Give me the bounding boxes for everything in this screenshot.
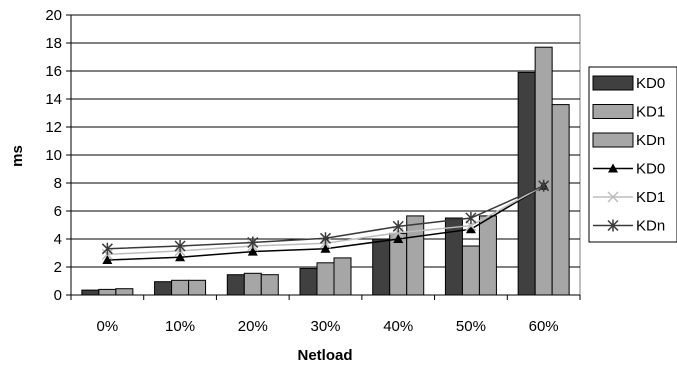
- legend-label: KD0: [636, 75, 665, 92]
- bar: [461, 245, 480, 296]
- y-tick-labels: 0 2 4 6 8 10 12 14 16 18 20: [45, 7, 62, 304]
- y-axis-title: ms: [9, 145, 26, 167]
- legend-swatch: [592, 132, 634, 148]
- legend-box: [588, 66, 677, 243]
- legend-label: KD1: [636, 189, 665, 206]
- line-series: [101, 179, 550, 264]
- y-tick-label: 16: [45, 63, 62, 80]
- x-tick-label: 60%: [529, 318, 559, 335]
- legend-swatch: [592, 75, 634, 91]
- marker: [102, 255, 113, 264]
- marker: [538, 179, 550, 192]
- bar: [299, 267, 318, 296]
- y-tick-label: 6: [54, 203, 62, 220]
- marker: [175, 252, 186, 262]
- bar: [406, 215, 425, 296]
- bar: [478, 215, 497, 296]
- bar: [372, 238, 391, 296]
- x-tick-label: 50%: [456, 318, 486, 335]
- y-tick-label: 14: [45, 91, 62, 108]
- marker: [101, 242, 113, 255]
- bar: [171, 279, 190, 296]
- marker: [607, 219, 619, 232]
- marker: [319, 232, 332, 245]
- bar: [534, 46, 553, 296]
- x-tick-label: 30%: [310, 318, 340, 335]
- bar: [115, 288, 134, 296]
- bar: [243, 272, 262, 296]
- x-tick-label: 0%: [97, 318, 119, 335]
- x-tick-label: 10%: [165, 318, 195, 335]
- marker: [608, 163, 618, 173]
- x-tick-labels: 0% 10% 20% 30% 40% 50% 60%: [97, 318, 559, 335]
- x-tick-label: 40%: [383, 318, 413, 335]
- y-tick-label: 18: [45, 35, 62, 52]
- marker: [174, 240, 186, 252]
- marker: [392, 220, 404, 233]
- marker: [607, 191, 619, 203]
- marker: [247, 236, 259, 249]
- bar: [517, 71, 536, 296]
- legend-label: KDn: [636, 218, 665, 235]
- bar: [226, 274, 245, 296]
- legend: KD0 KD1 KDn KD0 KD1 KDn: [588, 66, 677, 243]
- bar: [154, 281, 173, 296]
- bar: [260, 274, 279, 296]
- axes: [66, 14, 581, 300]
- bar: [444, 217, 463, 296]
- legend-label: KDn: [636, 132, 665, 149]
- bar: [316, 262, 335, 296]
- y-tick-label: 10: [45, 147, 62, 164]
- marker: [320, 243, 331, 253]
- x-tick-label: 20%: [238, 318, 268, 335]
- legend-label: KD1: [636, 104, 665, 121]
- y-tick-label: 20: [45, 7, 62, 24]
- bar: [81, 289, 100, 296]
- bar: [551, 104, 570, 296]
- x-axis-title: Netload: [297, 347, 352, 364]
- bar: [188, 279, 207, 296]
- y-tick-label: 8: [54, 175, 62, 192]
- marker: [465, 212, 477, 224]
- bar: [98, 288, 117, 296]
- marker: [465, 224, 476, 234]
- marker: [393, 234, 404, 243]
- y-tick-label: 12: [45, 119, 62, 136]
- legend-label: KD0: [636, 161, 665, 178]
- legend-swatch: [592, 104, 634, 119]
- y-tick-label: 4: [54, 231, 62, 248]
- bar: [333, 257, 352, 296]
- marker: [247, 246, 258, 256]
- y-tick-label: 2: [54, 259, 62, 276]
- y-tick-label: 0: [54, 287, 62, 304]
